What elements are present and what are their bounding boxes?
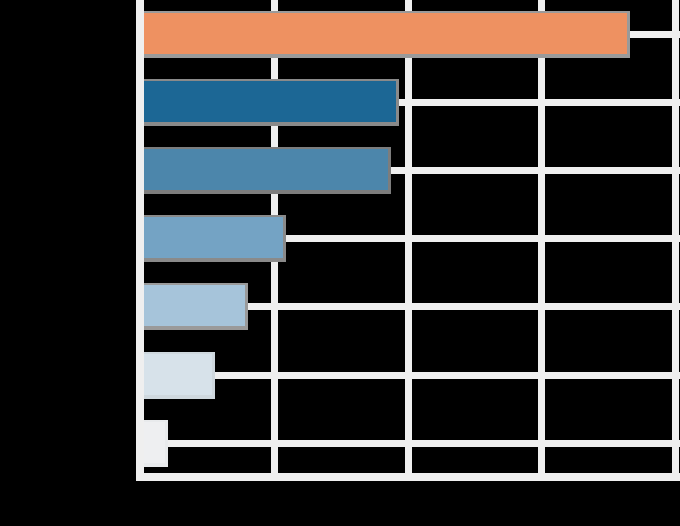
y-gridline (144, 98, 680, 106)
x-axis-line (136, 473, 680, 481)
bar-row-3 (144, 146, 391, 194)
y-gridline (144, 235, 680, 243)
y-gridline (144, 371, 680, 379)
bar-row-2 (144, 78, 399, 126)
y-gridline (144, 303, 680, 311)
bar-row-6 (144, 351, 215, 399)
y-axis-line (136, 0, 144, 481)
y-gridline (144, 166, 680, 174)
bar-row-1 (144, 10, 630, 58)
y-gridline (144, 439, 680, 447)
bar-row-4 (144, 215, 286, 263)
bar-row-5 (144, 283, 249, 331)
bar-row-7 (144, 419, 169, 467)
